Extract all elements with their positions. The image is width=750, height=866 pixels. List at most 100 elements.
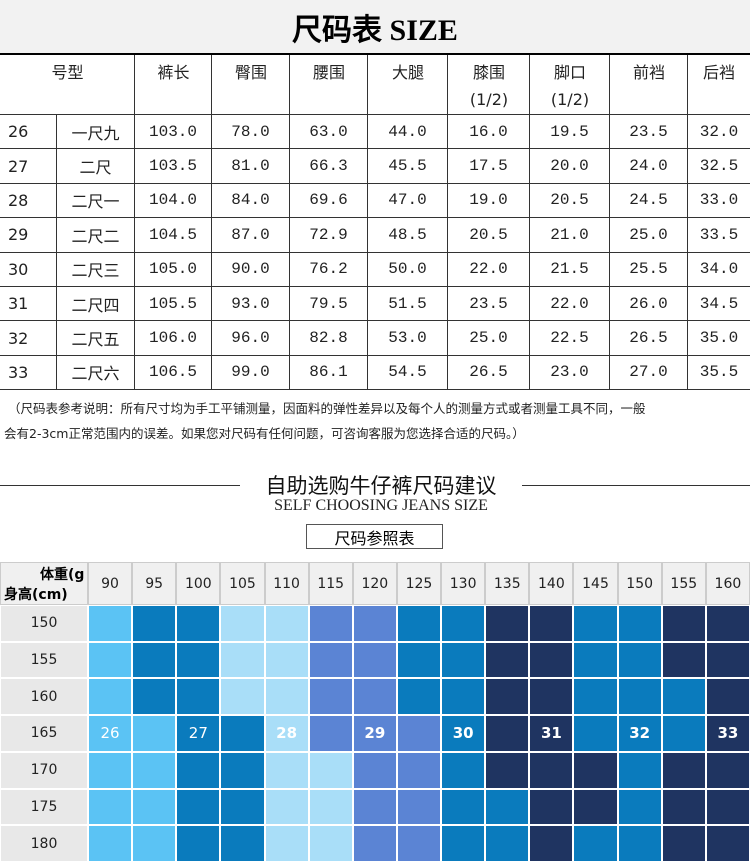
grid-cell	[88, 641, 133, 679]
weight-cell: 150	[617, 562, 662, 605]
grid-cell	[396, 605, 442, 642]
table-cell: 103.5	[135, 149, 212, 184]
grid-cell	[176, 788, 221, 826]
header-text: 腰围	[312, 63, 345, 82]
grid-cell	[264, 751, 309, 789]
grid-cell	[396, 641, 442, 679]
table-cell: 19.5	[530, 115, 610, 150]
grid-cell	[573, 788, 618, 826]
header-cell	[212, 55, 290, 115]
grid-cell	[352, 788, 397, 826]
table-cell: 35.0	[688, 321, 750, 356]
grid-cell	[88, 825, 133, 862]
grid-cell	[220, 678, 265, 716]
height-cell: 170	[0, 751, 88, 789]
grid-cell	[220, 605, 265, 642]
guide-subtitle: SELF CHOOSING JEANS SIZE	[274, 497, 488, 514]
grid-cell	[264, 605, 309, 642]
grid-cell	[220, 825, 265, 862]
table-cell: 33	[0, 355, 57, 391]
weight-cell: 135	[485, 562, 530, 605]
grid-cell	[352, 678, 397, 716]
table-cell: 23.5	[448, 287, 530, 322]
header-cell	[610, 55, 688, 115]
grid-cell	[308, 678, 353, 716]
table-cell: 21.0	[530, 218, 610, 253]
grid-cell	[661, 715, 706, 752]
weight-cell: 120	[352, 562, 397, 605]
header-cell	[448, 55, 530, 115]
table-cell: 104.0	[135, 183, 212, 219]
table-cell: 79.5	[290, 287, 368, 322]
grid-cell	[529, 605, 574, 642]
height-cell: 155	[0, 641, 88, 679]
grid-cell	[308, 751, 353, 789]
table-cell: 72.9	[290, 218, 368, 253]
grid-cell	[441, 678, 486, 716]
corner-cell	[0, 562, 88, 605]
grid-cell	[132, 825, 177, 862]
table-cell: 99.0	[212, 355, 290, 391]
table-cell: 84.0	[212, 183, 290, 219]
weight-cell: 145	[573, 562, 618, 605]
grid-cell	[176, 678, 221, 716]
grid-cell	[661, 825, 706, 862]
grid-cell	[264, 678, 309, 716]
grid-cell	[705, 788, 750, 826]
header-text: 裤长	[157, 63, 190, 82]
grid-cell	[132, 641, 177, 679]
header-text: (1/2)	[550, 89, 590, 109]
table-cell: 87.0	[212, 218, 290, 253]
grid-cell	[441, 788, 486, 826]
grid-cell	[176, 751, 221, 789]
table-cell: 一尺九	[57, 115, 135, 150]
table-cell: 32.0	[688, 115, 750, 150]
table-cell: 26.5	[448, 355, 530, 391]
rule	[0, 485, 240, 486]
grid-cell	[308, 641, 353, 679]
table-cell: 33.5	[688, 218, 750, 253]
grid-cell	[264, 788, 309, 826]
table-cell: 24.0	[610, 149, 688, 184]
header-text: 前裆	[632, 63, 665, 82]
grid-cell	[396, 678, 442, 716]
grid-cell	[396, 825, 442, 862]
grid-cell	[308, 788, 353, 826]
grid-cell	[573, 825, 618, 862]
table-cell: 32	[0, 321, 57, 356]
table-cell: 54.5	[368, 355, 448, 391]
table-cell: 69.6	[290, 183, 368, 219]
table-cell: 31	[0, 287, 57, 322]
header-cell	[0, 55, 135, 115]
header-text: 臀围	[234, 63, 267, 82]
grid-cell	[705, 678, 750, 716]
table-cell: 26	[0, 115, 57, 150]
grid-cell	[132, 715, 177, 752]
grid-cell	[617, 825, 662, 862]
grid-cell	[661, 605, 706, 642]
table-cell: 26.0	[610, 287, 688, 322]
grid-cell	[529, 825, 574, 862]
table-cell: 32.5	[688, 149, 750, 184]
table-cell: 29	[0, 218, 57, 253]
grid-cell	[441, 825, 486, 862]
button[interactable]: 尺码参照表	[306, 524, 443, 549]
note-line: 会有2-3cm正常范围内的误差。如果您对尺码有任何问题，可咨询客服为您选择合适的…	[4, 426, 525, 441]
grid-cell	[485, 788, 530, 826]
grid-cell	[485, 605, 530, 642]
size-label: 29	[352, 715, 397, 752]
weight-cell: 100	[176, 562, 221, 605]
table-cell: 23.0	[530, 355, 610, 391]
table-cell: 30	[0, 252, 57, 287]
header-cell	[530, 55, 610, 115]
weight-cell: 140	[529, 562, 574, 605]
grid-cell	[617, 605, 662, 642]
size-label: 33	[705, 715, 750, 752]
grid-cell	[352, 641, 397, 679]
grid-cell	[617, 678, 662, 716]
grid-cell	[352, 751, 397, 789]
grid-cell	[573, 715, 618, 752]
grid-cell	[441, 605, 486, 642]
table-cell: 20.5	[530, 183, 610, 219]
grid-cell	[573, 678, 618, 716]
